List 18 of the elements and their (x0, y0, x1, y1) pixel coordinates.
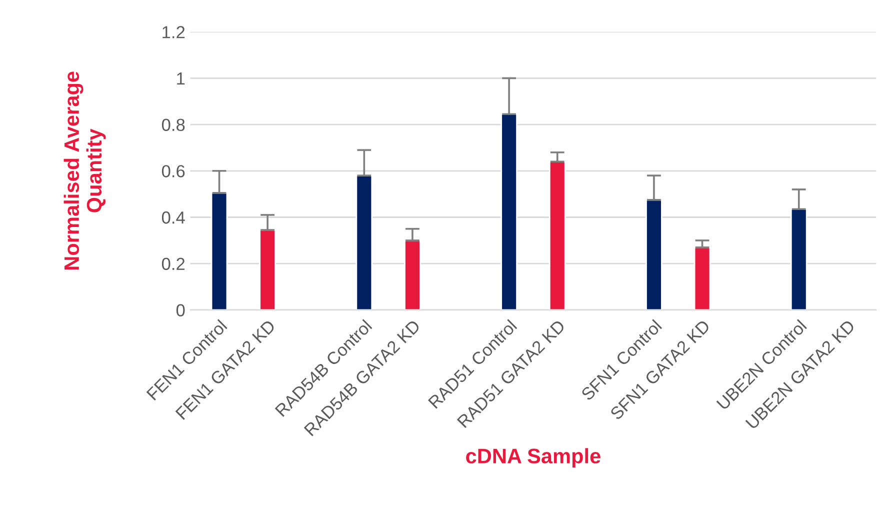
bar (646, 199, 662, 310)
bar (210, 192, 228, 310)
bar (259, 229, 276, 310)
y-tick-label: 0.8 (162, 118, 185, 132)
bar (356, 174, 373, 310)
bar (694, 246, 711, 310)
y-axis-title: Normalised Average Quantity (64, 72, 106, 270)
bar (404, 240, 421, 310)
bar (500, 113, 518, 310)
y-tick-label: 0 (176, 304, 185, 316)
y-tick-label: 0.2 (162, 258, 185, 270)
y-tick-label: 1 (177, 72, 185, 85)
bar (548, 160, 566, 310)
x-axis-title: cDNA Sample (466, 448, 600, 468)
y-tick-label: 0.6 (162, 165, 185, 178)
y-tick-label: 0.4 (162, 211, 185, 224)
bar (790, 208, 808, 310)
y-tick-label: 1.2 (162, 26, 185, 38)
